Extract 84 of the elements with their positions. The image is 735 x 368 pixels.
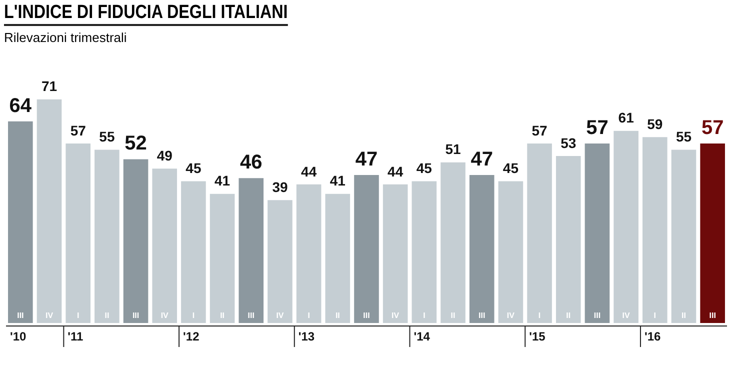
data-label: 49 [156,148,173,164]
bar [210,194,235,323]
data-label: 57 [70,122,86,138]
x-tick-label: IV [160,311,170,320]
x-tick-label: I [76,311,80,320]
x-tick-label: II [450,311,456,320]
bar [354,174,379,323]
x-tick-label: II [104,311,110,320]
data-label: 53 [560,134,576,151]
x-tick-label: IV [622,311,630,320]
data-label: 57 [532,122,548,138]
bar [412,181,437,323]
data-label: 47 [470,148,493,170]
bar [238,178,264,323]
bar [614,130,638,323]
x-tick-label: III [248,311,254,320]
bar [498,181,524,323]
x-tick-label: III [363,311,370,320]
bar [36,99,62,323]
bar [382,184,408,323]
x-tick-label: IV [506,311,516,320]
data-label: 44 [301,163,317,180]
x-tick-label: I [654,311,656,320]
bar [152,168,178,323]
x-tick-label: IV [276,311,284,320]
bar [584,143,610,323]
bar [700,143,725,323]
x-tick-label: III [594,311,601,320]
text: '10 [10,329,27,344]
data-label: 46 [240,152,262,174]
data-label: 45 [416,160,432,176]
bar [94,150,120,323]
x-tick-label: III [709,311,716,320]
x-tick-label: II [682,311,686,320]
bar [268,200,292,323]
data-label: 71 [41,78,58,94]
data-label: 61 [618,110,634,126]
x-tick-label: III [132,311,140,320]
data-label: 39 [272,179,288,196]
bar [181,181,206,323]
bar [66,143,90,323]
x-tick-label: I [308,311,310,320]
chart-title: L'INDICE DI FIDUCIA DEGLI ITALIANI [4,2,288,26]
bar [296,184,322,323]
x-tick-label: III [17,311,24,320]
x-tick-label: II [220,311,225,320]
bar [440,162,466,323]
bar [469,174,494,323]
data-label: 57 [701,116,724,139]
x-tick-label: I [423,311,426,320]
data-label: 41 [330,172,346,189]
text: '13 [298,329,315,344]
data-label: 55 [676,128,692,145]
text: '12 [183,329,200,344]
data-label: 51 [445,141,462,158]
text: '14 [414,329,430,344]
x-tick-label: IV [45,311,54,320]
data-label: 44 [388,163,404,180]
data-label: 47 [355,148,378,170]
text: '15 [529,329,546,344]
x-tick-label: II [566,311,571,320]
bar [325,194,350,323]
x-tick-label: I [538,311,541,320]
data-label: 57 [586,116,608,139]
x-tick-label: III [478,311,486,320]
bar [123,159,148,323]
data-label: 45 [186,160,202,176]
data-label: 52 [124,132,147,155]
bar [642,137,668,323]
chart-subtitle: Rilevazioni trimestrali [4,30,128,45]
bar [556,156,581,323]
x-tick-label: IV [392,311,400,320]
bar [671,150,696,323]
bar [527,143,552,323]
data-label: 55 [99,128,115,145]
x-tick-label: I [192,311,195,320]
text: '16 [644,329,662,344]
text: '11 [68,329,84,344]
data-label: 45 [502,160,519,176]
data-label: 64 [9,94,32,117]
data-label: 59 [647,116,663,132]
bar [8,121,33,323]
x-tick-label: II [335,311,340,320]
data-label: 41 [214,172,230,189]
